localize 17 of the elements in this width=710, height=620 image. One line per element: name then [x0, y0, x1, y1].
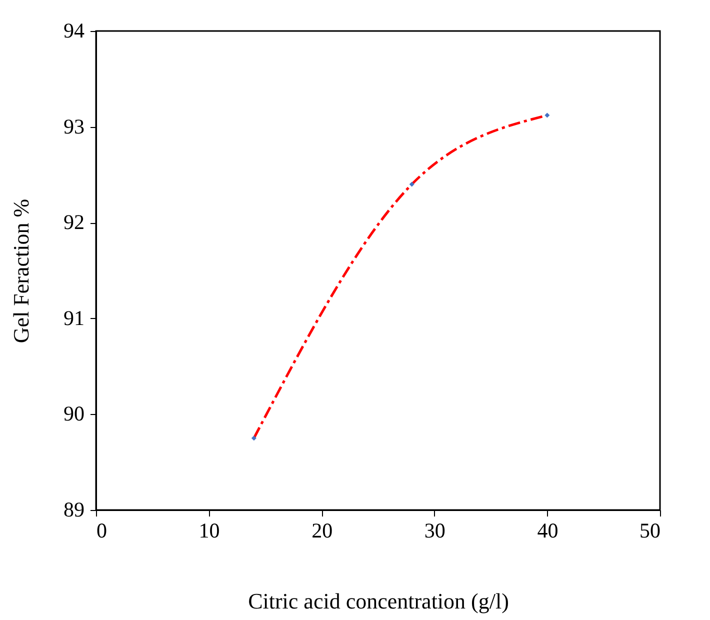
y-tick-label: 94 [64, 18, 85, 42]
point [251, 436, 256, 441]
x-axis-title: Citric acid concentration (g/l) [248, 588, 509, 614]
point [544, 112, 550, 118]
y-tick-label: 91 [64, 306, 84, 330]
point [409, 182, 414, 187]
y-axis-title: Gel Feraction % [8, 198, 34, 344]
x-tick-label: 10 [198, 518, 220, 542]
x-tick-label: 50 [640, 518, 660, 542]
y-tick-label: 90 [64, 402, 84, 426]
x-tick-label: 40 [537, 518, 558, 542]
x-tick-label: 30 [424, 518, 446, 542]
x-tick-label: 0 [96, 518, 107, 542]
y-tick-label: 89 [64, 498, 84, 522]
y-tick-label: 93 [64, 114, 84, 138]
y-tick-label: 92 [64, 210, 84, 234]
x-tick-label: 20 [312, 518, 333, 542]
